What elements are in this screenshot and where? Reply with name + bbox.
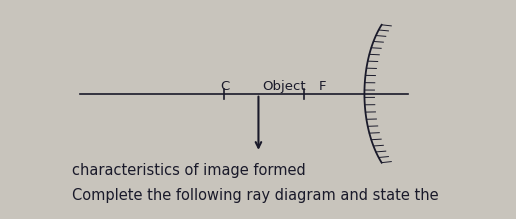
Text: Complete the following ray diagram and state the: Complete the following ray diagram and s…: [72, 188, 439, 203]
Text: characteristics of image formed: characteristics of image formed: [72, 163, 307, 178]
Text: F: F: [319, 80, 326, 93]
Text: Object: Object: [263, 80, 306, 93]
Text: C: C: [220, 80, 229, 93]
